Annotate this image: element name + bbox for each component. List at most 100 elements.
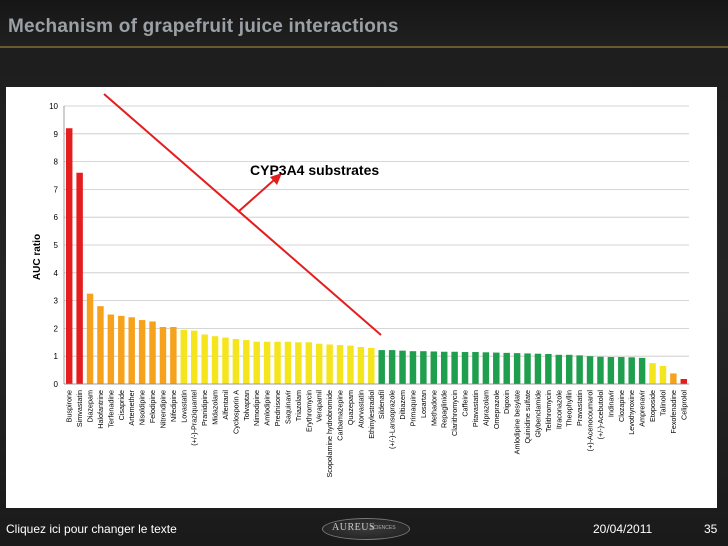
x-tick-label: Buspirone (65, 390, 74, 422)
bar (201, 334, 208, 384)
bar (180, 329, 188, 384)
bars (65, 128, 688, 384)
x-tick-label: Nisoldipine (138, 390, 147, 425)
x-tick-label: Amprenavir (638, 389, 647, 426)
bar (76, 172, 83, 384)
bar (534, 353, 542, 384)
x-tick-label: Triazolam (294, 390, 303, 421)
bar (295, 342, 302, 384)
x-tick-label: Quazepam (346, 390, 355, 425)
x-tick-label: Alfentanil (221, 390, 230, 420)
bar (420, 351, 427, 384)
x-tick-label: Itraconazole (554, 390, 563, 429)
bar (503, 352, 510, 384)
y-tick-labels: 0 1 2 3 4 5 6 7 8 9 10 (49, 102, 58, 389)
bar (545, 353, 552, 384)
x-tick-label: Primaquine (408, 390, 417, 426)
x-tick-label: Telithromycin (544, 390, 553, 432)
y-tick-label: 2 (54, 324, 59, 333)
gridlines (64, 105, 689, 385)
x-tick-label: Sildenafil (377, 390, 386, 420)
x-tick-label: Prednisone (273, 390, 282, 426)
bar (222, 337, 229, 384)
x-tick-label: Lovastatin (179, 390, 188, 423)
bar (670, 373, 677, 384)
x-tick-label: Pravastatin (575, 390, 584, 426)
bar (628, 357, 635, 384)
bar (284, 341, 292, 384)
y-tick-label: 4 (54, 269, 59, 278)
x-tick-label: Artemether (127, 389, 136, 425)
y-tick-label: 6 (54, 213, 59, 222)
bar (232, 338, 240, 384)
x-tick-label: Verapamil (315, 390, 324, 422)
bar (86, 293, 94, 384)
bar (430, 351, 438, 384)
x-tick-label: Nifedipine (169, 390, 178, 422)
x-tick-label: Nimodipine (252, 390, 261, 426)
x-tick-label: Diazepam (86, 390, 95, 422)
y-tick-label: 10 (49, 102, 58, 111)
y-axis-label: AUC ratio (32, 234, 43, 280)
x-tick-label: (+/-)-Acebutolol (596, 390, 605, 440)
x-tick-label: Cisapride (117, 390, 126, 420)
x-tick-label: Atorvastatin (356, 390, 365, 428)
bar (347, 345, 354, 384)
x-tick-label: Tolvaptan (242, 390, 251, 421)
bar (65, 128, 73, 384)
x-tick-labels: Buspirone Simvastatin Diazepam Halofantrine… (65, 389, 689, 477)
x-tick-label: Carbamazepine (336, 390, 345, 441)
x-tick-label: Terfenadine (106, 390, 115, 428)
x-tick-label: Levothyroxine (627, 390, 636, 435)
annotation-arrow-shaft (237, 179, 275, 213)
bar (118, 315, 125, 384)
x-tick-label: Etoposide (648, 390, 657, 422)
bar (618, 357, 625, 384)
x-tick-label: Digoxin (502, 390, 511, 414)
bar (138, 320, 146, 384)
bar (263, 341, 271, 384)
y-tick-label: 0 (54, 380, 59, 389)
title-bar: Mechanism of grapefruit juice interactio… (0, 0, 728, 48)
bar (680, 378, 688, 384)
slide-title: Mechanism of grapefruit juice interactio… (8, 16, 399, 37)
bar (513, 353, 521, 384)
x-tick-label: Ethinylestradiol (367, 390, 376, 439)
bar (211, 336, 219, 384)
x-tick-label: Clozapine (617, 390, 626, 422)
annotation-arrowhead (270, 173, 282, 185)
bar (576, 355, 583, 384)
y-tick-label: 8 (54, 158, 59, 167)
bar (451, 351, 458, 384)
annotation-diagonal-line (103, 93, 382, 336)
x-tick-label: Felodipine (148, 390, 157, 423)
x-tick-label: Repaglinide (440, 390, 449, 428)
annotation-label: CYP3A4 substrates (250, 162, 379, 178)
x-tick-label: Pranidipine (200, 390, 209, 426)
bar (378, 350, 385, 384)
bar-chart: 0 1 2 3 4 5 6 7 8 9 10 Buspirone Simvastatin Diazepa… (32, 93, 689, 478)
footer-placeholder-text[interactable]: Cliquez ici pour changer le texte (6, 522, 177, 536)
x-tick-label: Erythromycin (304, 390, 313, 432)
x-tick-label: (+/-)-Praziquantel (190, 390, 199, 446)
bar (149, 321, 156, 384)
bar (274, 341, 281, 384)
chart-panel: 0 1 2 3 4 5 6 7 8 9 10 Buspirone Simvastatin Diazepa… (6, 87, 717, 508)
footer-date: 20/04/2011 (593, 522, 653, 536)
bar (170, 327, 177, 384)
logo-subtext: SCIENCES (370, 525, 396, 531)
bar (97, 306, 104, 384)
x-tick-label: Omeprazole (492, 390, 501, 429)
logo-text: AUREUS (332, 522, 376, 533)
x-tick-label: Midazolam (211, 390, 220, 425)
axes (63, 106, 689, 385)
x-tick-label: (+)-Acenocoumarol (586, 390, 595, 452)
bar (472, 352, 479, 384)
y-tick-label: 1 (54, 352, 59, 361)
x-tick-label: Diltiazem (398, 390, 407, 420)
bar (493, 352, 500, 384)
x-tick-label: Amlodipine besylate (513, 390, 522, 454)
bar (555, 354, 563, 384)
x-tick-label: Halofantrine (96, 390, 105, 429)
